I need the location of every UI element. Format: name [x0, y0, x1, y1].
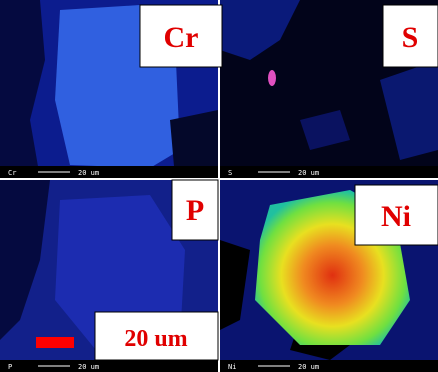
panel-label: Ni	[381, 200, 411, 233]
scale-label: 20 um	[124, 326, 187, 352]
small-scale: 20 um	[78, 169, 99, 177]
scale-bar	[36, 337, 74, 348]
corner-label: P	[8, 363, 12, 371]
corner-label: Ni	[228, 363, 236, 371]
panel-label: P	[186, 194, 204, 227]
small-scale: 20 um	[298, 363, 319, 371]
panel-label: Cr	[164, 21, 199, 54]
figure: Cr S P Ni 20 um Cr 20 um S 20 um P 20 um…	[0, 0, 438, 372]
small-scale: 20 um	[78, 363, 99, 371]
corner-label: S	[228, 169, 232, 177]
small-scale: 20 um	[298, 169, 319, 177]
panel-label: S	[402, 21, 419, 54]
corner-label: Cr	[8, 169, 16, 177]
